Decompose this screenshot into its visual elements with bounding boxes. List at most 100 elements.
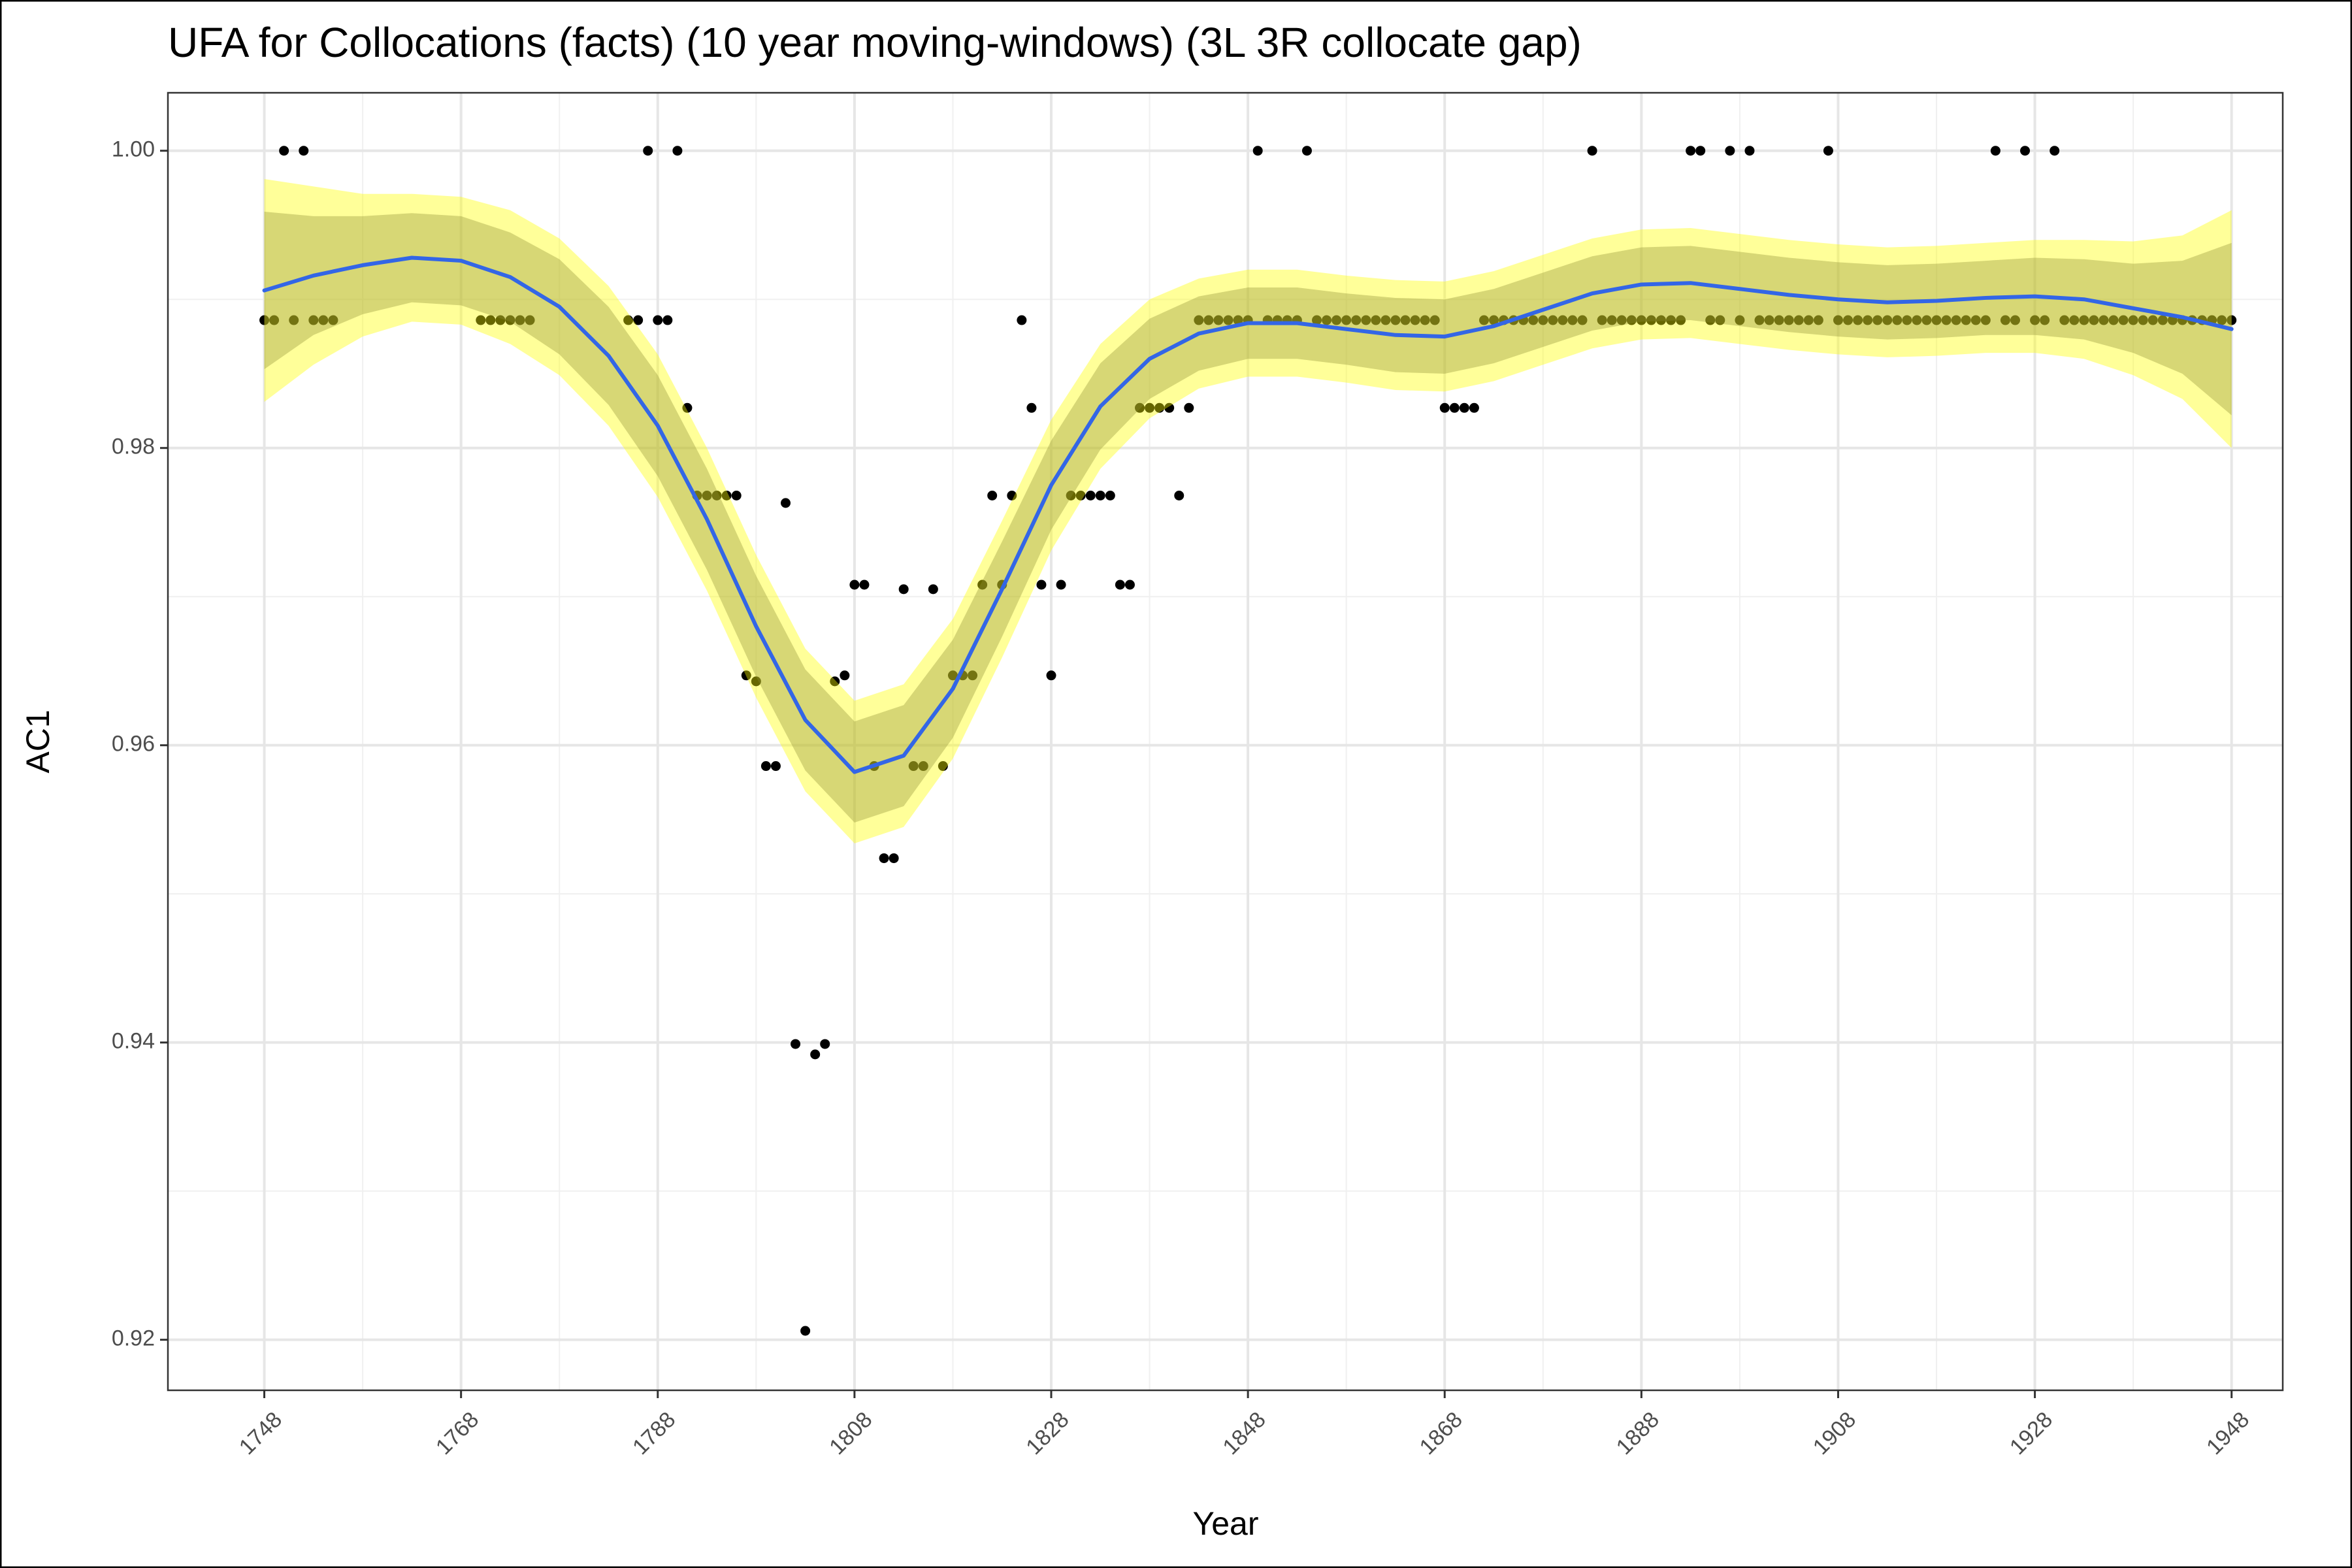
point xyxy=(318,315,329,325)
point xyxy=(1803,315,1814,325)
point xyxy=(1686,146,1696,156)
point xyxy=(515,315,525,325)
point xyxy=(1813,315,1823,325)
point xyxy=(2099,315,2109,325)
point xyxy=(682,402,693,413)
point xyxy=(770,761,781,772)
point xyxy=(1725,146,1735,156)
chart-title: UFA for Collocations (facts) (10 year mo… xyxy=(168,19,1582,66)
point xyxy=(2217,315,2227,325)
point xyxy=(1233,315,1243,325)
point xyxy=(1558,315,1568,325)
point xyxy=(1636,315,1646,325)
y-tick-label: 0.96 xyxy=(112,732,155,757)
point xyxy=(849,580,860,590)
point xyxy=(741,670,751,681)
point xyxy=(279,146,289,156)
point xyxy=(1902,315,1912,325)
point xyxy=(2020,146,2031,156)
point xyxy=(1793,315,1804,325)
plot-area xyxy=(259,146,2237,1336)
x-axis-title: Year xyxy=(1192,1505,1258,1542)
point xyxy=(1489,315,1499,325)
point xyxy=(820,1039,830,1049)
point xyxy=(721,491,732,501)
point xyxy=(2010,315,2020,325)
point xyxy=(1695,146,1706,156)
point xyxy=(1478,315,1489,325)
point xyxy=(1410,315,1420,325)
point xyxy=(781,498,791,508)
point xyxy=(269,315,280,325)
point xyxy=(928,584,938,595)
point xyxy=(751,676,761,687)
point xyxy=(308,315,319,325)
point xyxy=(1046,670,1056,681)
point xyxy=(1764,315,1774,325)
point xyxy=(1626,315,1637,325)
point xyxy=(633,315,644,325)
point xyxy=(1056,580,1066,590)
point xyxy=(1331,315,1342,325)
confidence-band xyxy=(264,211,2232,823)
point xyxy=(1538,315,1548,325)
point xyxy=(505,315,515,325)
point xyxy=(1970,315,1981,325)
smooth-line xyxy=(262,255,2234,774)
point xyxy=(840,670,850,681)
point xyxy=(1400,315,1411,325)
point xyxy=(1784,315,1794,325)
point xyxy=(1567,315,1578,325)
point xyxy=(1882,315,1893,325)
point xyxy=(1184,402,1194,413)
point xyxy=(1449,402,1460,413)
point xyxy=(1666,315,1676,325)
point xyxy=(987,491,998,501)
point xyxy=(1213,315,1224,325)
point xyxy=(1174,491,1184,501)
point xyxy=(918,761,928,772)
point xyxy=(1390,315,1401,325)
point xyxy=(791,1039,801,1049)
point xyxy=(476,315,486,325)
point xyxy=(889,853,899,864)
point xyxy=(623,315,634,325)
point xyxy=(328,315,338,325)
point xyxy=(1941,315,1952,325)
point xyxy=(760,761,771,772)
point xyxy=(1577,315,1588,325)
point xyxy=(1124,580,1135,590)
point xyxy=(1587,146,1597,156)
point xyxy=(2089,315,2099,325)
point xyxy=(1469,402,1479,413)
point xyxy=(1301,146,1312,156)
point xyxy=(1528,315,1539,325)
point xyxy=(2128,315,2138,325)
point xyxy=(1656,315,1666,325)
point xyxy=(1115,580,1125,590)
point xyxy=(1951,315,1961,325)
point xyxy=(1351,315,1362,325)
point xyxy=(289,315,299,325)
point xyxy=(1439,402,1450,413)
point xyxy=(1223,315,1233,325)
point xyxy=(672,146,683,156)
point xyxy=(977,580,988,590)
y-tick-label: 0.94 xyxy=(112,1029,155,1054)
point xyxy=(1312,315,1322,325)
point xyxy=(1823,146,1833,156)
point xyxy=(702,491,712,501)
point xyxy=(2118,315,2129,325)
point xyxy=(947,670,958,681)
point xyxy=(1744,146,1755,156)
y-axis-title: AC1 xyxy=(20,710,56,773)
point xyxy=(1007,491,1017,501)
point xyxy=(1252,146,1263,156)
point xyxy=(2148,315,2158,325)
point xyxy=(968,670,978,681)
point xyxy=(1164,402,1175,413)
point xyxy=(2079,315,2089,325)
point xyxy=(1194,315,1204,325)
point xyxy=(1754,315,1765,325)
